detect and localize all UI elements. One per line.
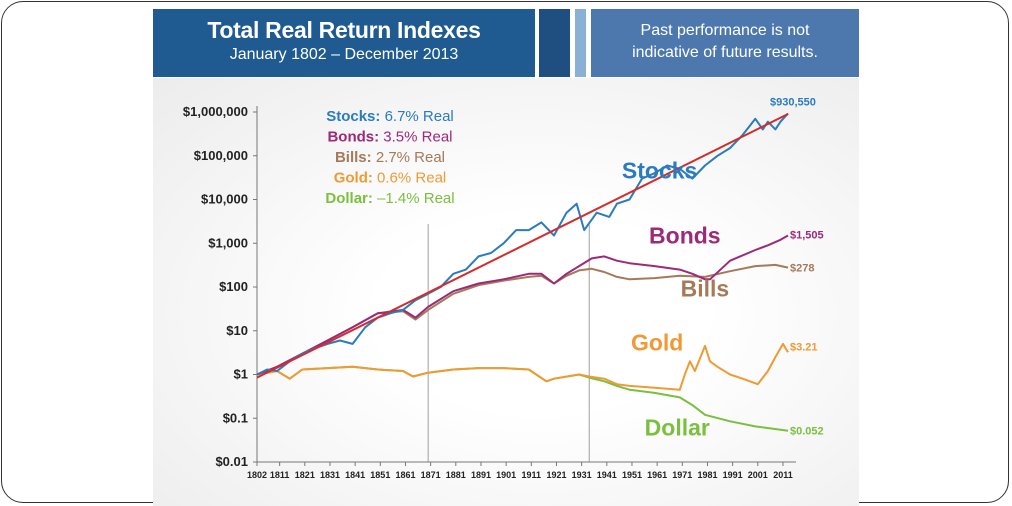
y-tick-label: $10,000 [201, 192, 248, 207]
x-tick-label: 1831 [320, 470, 340, 480]
end-value-label: $3.21 [790, 341, 818, 353]
plot-background [153, 78, 859, 506]
chart-subtitle: January 1802 – December 2013 [229, 46, 459, 63]
legend-entry: Bills: 2.7% Real [335, 149, 445, 166]
legend-entry: Gold: 0.6% Real [334, 170, 447, 187]
x-tick-label: 1961 [647, 470, 667, 480]
x-tick-label: 1911 [522, 470, 542, 480]
legend-entry: Bonds: 3.5% Real [327, 129, 452, 146]
y-tick-label: $0.01 [215, 454, 248, 469]
x-tick-label: 1811 [270, 470, 290, 480]
series-annotation: Gold [631, 330, 683, 356]
series-line-bonds [256, 234, 789, 376]
banner-stripe-dark [539, 9, 570, 77]
x-tick-label: 1991 [723, 470, 743, 480]
x-tick-label: 1921 [546, 470, 566, 480]
legend-series-name: Gold: [334, 170, 377, 187]
legend-series-name: Bills: [335, 149, 376, 166]
x-tick-label: 1901 [496, 470, 516, 480]
x-tick-label: 1821 [295, 470, 315, 480]
y-tick-label: $1,000 [208, 235, 248, 250]
series-annotation: Bonds [649, 222, 721, 248]
x-tick-label: 1891 [471, 470, 491, 480]
trend-line [256, 113, 789, 379]
x-tick-label: 2011 [773, 470, 793, 480]
x-tick-label: 1861 [395, 470, 415, 480]
title-banner [153, 9, 535, 77]
y-tick-label: $10 [226, 323, 248, 338]
x-tick-label: 1802 [247, 470, 267, 480]
y-tick-label: $0.1 [223, 410, 248, 425]
series-line-gold [256, 342, 789, 391]
end-value-label: $930,550 [770, 96, 816, 108]
x-tick-label: 1981 [697, 470, 717, 480]
legend-entry: Dollar: –1.4% Real [325, 190, 454, 207]
legend-series-rate: 3.5% Real [383, 129, 452, 146]
x-tick-label: 1931 [572, 470, 592, 480]
end-value-label: $0.052 [790, 426, 824, 438]
banner-stripe-light [575, 9, 586, 77]
x-tick-label: 1971 [672, 470, 692, 480]
y-tick-label: $100,000 [194, 148, 248, 163]
legend-series-rate: 6.7% Real [385, 108, 454, 125]
series-annotation: Bills [681, 276, 730, 302]
legend-series-rate: 2.7% Real [376, 149, 445, 166]
x-tick-label: 1841 [345, 470, 365, 480]
y-tick-label: $1 [234, 367, 248, 382]
end-value-label: $1,505 [790, 229, 824, 241]
disclaimer-text: Past performance is not indicative of fu… [632, 22, 818, 61]
series-annotation: Dollar [645, 415, 710, 441]
y-tick-label: $1,000,000 [183, 104, 248, 119]
legend-series-name: Bonds: [327, 129, 383, 146]
disclaimer-banner [591, 9, 859, 77]
x-tick-label: 1881 [446, 470, 466, 480]
chart-title: Total Real Return Indexes [207, 17, 481, 43]
x-tick-label: 2001 [748, 470, 768, 480]
legend-series-rate: 0.6% Real [377, 170, 446, 187]
x-tick-label: 1951 [622, 470, 642, 480]
legend-series-name: Stocks: [326, 108, 384, 125]
series-line-stocks [256, 112, 789, 376]
series-annotation: Stocks [622, 158, 697, 184]
x-tick-label: 1851 [370, 470, 390, 480]
x-tick-label: 1941 [597, 470, 617, 480]
end-value-label: $278 [790, 263, 814, 275]
legend-entry: Stocks: 6.7% Real [326, 108, 454, 125]
y-tick-label: $100 [219, 279, 248, 294]
x-tick-label: 1871 [421, 470, 441, 480]
legend-series-rate: –1.4% Real [377, 190, 455, 207]
legend-series-name: Dollar: [325, 190, 377, 207]
